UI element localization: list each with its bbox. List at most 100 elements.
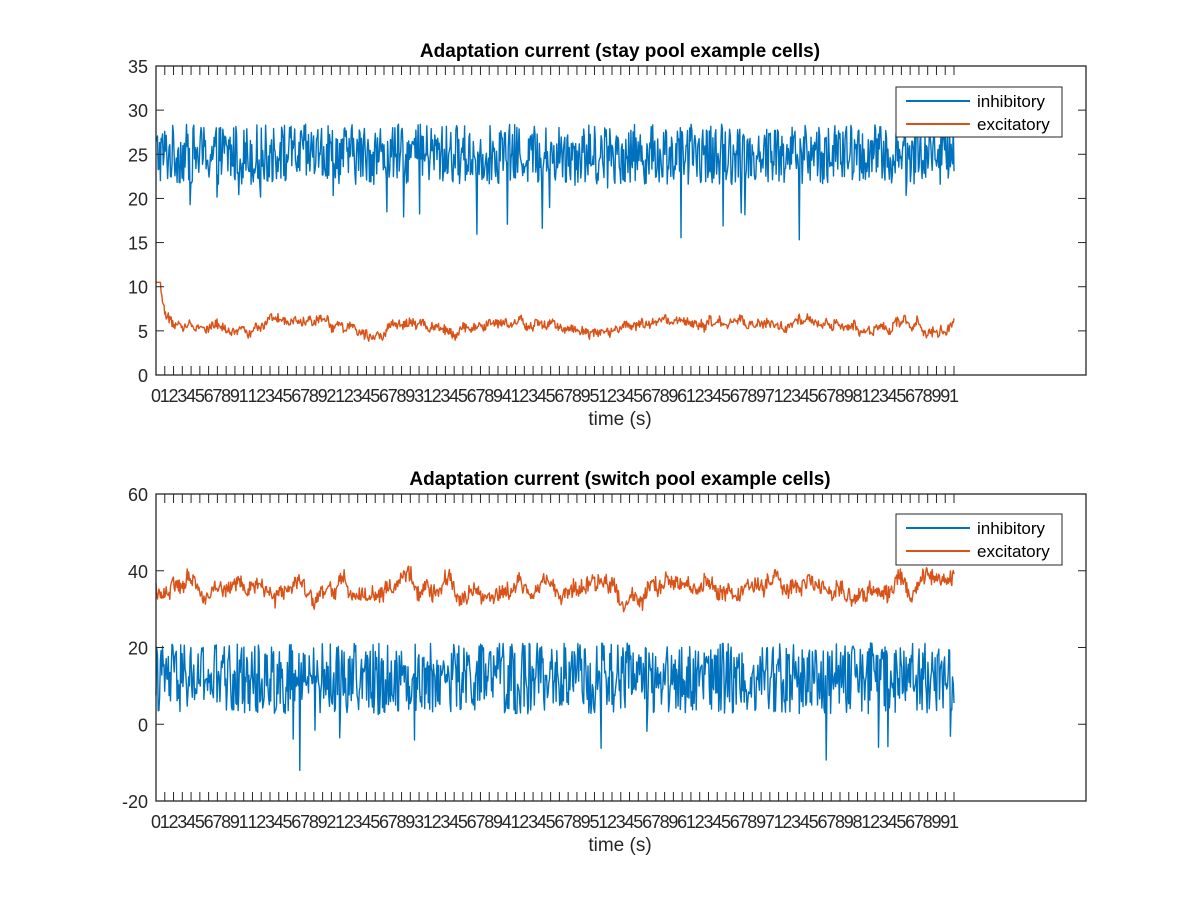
x-tick-label: 6 [554,812,564,832]
x-tick-label: 1 [861,812,871,832]
x-tick-label: 9 [405,812,415,832]
x-tick-label: 9 [230,386,240,406]
x-tick-label: 5 [195,386,205,406]
x-tick-label: 1 [247,386,257,406]
x-tick-label: 5 [589,812,599,832]
x-tick-label: 2 [256,812,266,832]
x-axis-label: time (s) [588,835,651,856]
x-tick-label: 9 [940,812,950,832]
x-tick-label: 6 [730,386,740,406]
chart-panel-stay: Adaptation current (stay pool example ce… [128,41,1087,430]
x-tick-label: 8 [572,386,582,406]
x-tick-label: 2 [607,812,617,832]
x-tick-label: 2 [519,812,529,832]
x-tick-label: 5 [546,812,556,832]
x-tick-label: 9 [844,386,854,406]
x-tick-label: 4 [274,386,284,406]
x-tick-label: 3 [528,812,538,832]
x-tick-label: 6 [291,812,301,832]
x-tick-label: 6 [467,386,477,406]
x-tick-label: 8 [853,386,863,406]
x-tick-label: 9 [493,812,503,832]
x-tick-label: 8 [835,386,845,406]
x-tick-label: 1 [949,812,959,832]
y-tick-label: 20 [128,189,148,209]
x-tick-label: 2 [326,386,336,406]
x-tick-label: 7 [563,386,573,406]
x-tick-label: 4 [625,386,635,406]
x-tick-label: 8 [309,812,319,832]
x-tick-label: 4 [361,812,371,832]
x-tick-label: 8 [747,386,757,406]
series-line-inhibitory [155,642,955,772]
x-tick-label: 7 [300,812,310,832]
y-tick-label: 0 [138,715,148,735]
x-tick-label: 7 [563,812,573,832]
x-tick-label: 8 [309,386,319,406]
x-tick-label: 6 [379,386,389,406]
x-tick-label: 1 [160,386,170,406]
x-tick-label: 9 [756,812,766,832]
x-tick-label: 6 [204,812,214,832]
x-tick-label: 9 [581,386,591,406]
x-tick-label: 5 [458,812,468,832]
series-line-excitatory [155,281,955,342]
x-tick-label: 3 [353,386,363,406]
x-tick-label: 5 [589,386,599,406]
x-tick-label: 7 [475,386,485,406]
x-tick-label: 7 [826,386,836,406]
x-tick-label: 6 [554,386,564,406]
x-tick-label: 6 [677,812,687,832]
x-tick-label: 8 [221,812,231,832]
x-tick-label: 5 [546,386,556,406]
x-tick-label: 5 [633,386,643,406]
x-tick-label: 7 [826,812,836,832]
x-tick-label: 4 [800,812,810,832]
x-tick-label: 8 [397,386,407,406]
x-tick-label: 2 [519,386,529,406]
x-tick-label: 2 [432,812,442,832]
chart-title: Adaptation current (switch pool example … [409,469,830,490]
x-tick-label: 5 [896,386,906,406]
x-tick-label: 3 [879,812,889,832]
x-tick-label: 3 [703,386,713,406]
series-layer [155,123,955,342]
x-tick-label: 8 [397,812,407,832]
x-tick-label: 5 [370,812,380,832]
x-tick-label: 2 [782,812,792,832]
y-tick-label: 25 [128,145,148,165]
x-tick-label: 5 [809,386,819,406]
x-tick-label: 1 [598,812,608,832]
x-tick-label: 4 [800,386,810,406]
x-tick-label: 3 [265,386,275,406]
legend-box [895,513,1063,566]
x-tick-label: 7 [914,812,924,832]
x-tick-label: 3 [879,386,889,406]
x-tick-label: 4 [186,386,196,406]
x-tick-label: 1 [423,812,433,832]
x-tick-label: 1 [247,812,257,832]
x-tick-label: 2 [344,386,354,406]
x-tick-label: 7 [212,812,222,832]
x-tick-label: 9 [318,386,328,406]
x-tick-label: 1 [239,386,249,406]
x-tick-label: 6 [642,812,652,832]
series-line-inhibitory [155,123,955,241]
x-tick-label: 8 [923,386,933,406]
x-tick-label: 6 [905,386,915,406]
x-tick-label: 3 [528,386,538,406]
x-tick-label: 4 [274,812,284,832]
x-tick-label: 6 [204,386,214,406]
x-tick-label: 8 [660,812,670,832]
x-tick-label: 5 [633,812,643,832]
x-tick-label: 4 [537,812,547,832]
x-tick-label: 1 [239,812,249,832]
x-tick-label: 2 [344,812,354,832]
legend-label-inhibitory: inhibitory [977,92,1046,111]
x-tick-label: 5 [809,812,819,832]
x-tick-label: 3 [353,812,363,832]
x-tick-label: 1 [774,386,784,406]
x-tick-label: 4 [186,812,196,832]
x-tick-label: 8 [747,812,757,832]
x-tick-label: 4 [361,386,371,406]
